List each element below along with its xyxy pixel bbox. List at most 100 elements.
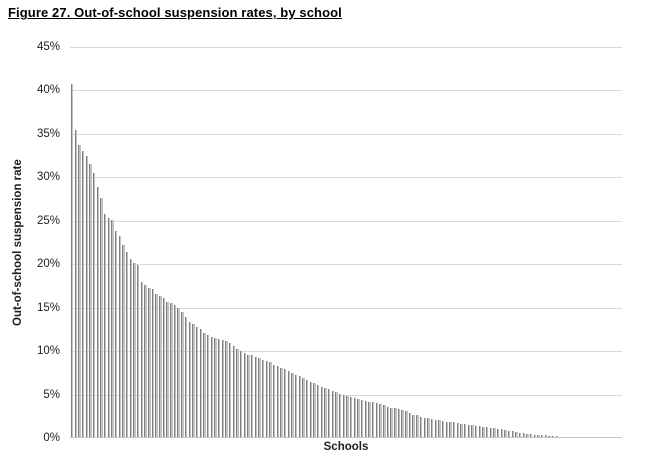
bar xyxy=(394,408,397,438)
bar xyxy=(324,388,327,438)
bar xyxy=(82,151,85,438)
bar xyxy=(71,84,74,438)
bar xyxy=(239,351,243,438)
y-tick-label: 45% xyxy=(36,41,60,53)
bar xyxy=(533,434,537,438)
bar xyxy=(408,412,412,438)
bar xyxy=(151,288,155,438)
bar xyxy=(247,354,250,438)
bar xyxy=(471,424,474,438)
bar xyxy=(463,424,467,438)
bar xyxy=(529,433,533,438)
plot-area xyxy=(70,47,622,438)
bar xyxy=(206,335,210,438)
bar xyxy=(159,296,162,438)
bar xyxy=(412,414,415,438)
bar xyxy=(427,418,430,438)
bar xyxy=(313,383,316,438)
bar xyxy=(214,338,217,438)
bar xyxy=(357,398,360,438)
bar xyxy=(192,324,195,438)
bar xyxy=(129,259,133,438)
bar xyxy=(148,287,151,438)
bar xyxy=(258,358,261,438)
bar xyxy=(342,395,346,438)
bar xyxy=(302,378,305,438)
gridline xyxy=(70,90,622,92)
bar xyxy=(74,130,78,438)
bar xyxy=(515,431,518,438)
y-tick-label: 20% xyxy=(36,258,60,271)
bar xyxy=(320,386,324,438)
bar-series xyxy=(71,47,621,438)
y-tick-label: 15% xyxy=(36,301,60,314)
bar xyxy=(544,435,548,438)
bar xyxy=(225,340,228,438)
bar xyxy=(122,245,125,438)
bar xyxy=(423,418,426,438)
bar xyxy=(291,372,294,438)
y-tick-label: 10% xyxy=(36,345,60,358)
bar xyxy=(93,173,96,438)
figure-title: Figure 27. Out-of-school suspension rate… xyxy=(8,5,342,20)
bar xyxy=(401,410,404,438)
bar xyxy=(485,426,489,438)
bar xyxy=(309,381,313,438)
bar xyxy=(460,424,463,438)
bar xyxy=(276,365,280,438)
y-tick-label: 5% xyxy=(43,388,60,401)
bar xyxy=(449,421,452,438)
bar xyxy=(166,301,169,438)
bar xyxy=(298,376,302,438)
bar xyxy=(397,409,401,438)
gridline xyxy=(70,177,622,179)
bar xyxy=(250,355,254,438)
bar xyxy=(144,285,147,438)
bar xyxy=(507,431,511,438)
bar xyxy=(456,423,459,438)
bar xyxy=(493,428,496,438)
bar xyxy=(184,317,188,438)
gridline xyxy=(70,47,622,48)
bar xyxy=(379,404,382,438)
bar xyxy=(236,348,239,438)
y-tick-label: 25% xyxy=(36,214,60,227)
bar xyxy=(335,391,338,438)
gridline xyxy=(70,133,622,135)
bar xyxy=(541,435,544,438)
bar xyxy=(210,337,213,438)
bar xyxy=(188,321,191,438)
gridline xyxy=(70,394,622,396)
gridline xyxy=(70,264,622,266)
bar xyxy=(474,425,478,438)
bar xyxy=(173,305,177,438)
bar xyxy=(203,332,206,438)
y-tick-label: 0% xyxy=(43,432,60,444)
bar xyxy=(228,343,232,438)
bar xyxy=(383,404,386,438)
bar xyxy=(416,415,419,438)
bar xyxy=(104,213,107,438)
bar xyxy=(482,426,485,438)
bar xyxy=(339,393,342,438)
gridline xyxy=(70,307,622,309)
bar xyxy=(133,262,136,438)
bar xyxy=(243,352,246,438)
bar xyxy=(177,307,180,438)
bar xyxy=(537,434,540,438)
bar xyxy=(100,198,103,438)
bar xyxy=(434,419,437,438)
bar xyxy=(317,385,320,438)
bar xyxy=(78,145,81,438)
gridline xyxy=(70,220,622,222)
bar xyxy=(441,420,445,438)
gridline xyxy=(70,351,622,353)
bar xyxy=(445,421,448,438)
bar xyxy=(254,357,257,438)
bar xyxy=(162,298,166,438)
bar xyxy=(361,399,364,438)
bar xyxy=(522,432,526,438)
bar xyxy=(89,164,92,438)
bar xyxy=(287,371,291,438)
